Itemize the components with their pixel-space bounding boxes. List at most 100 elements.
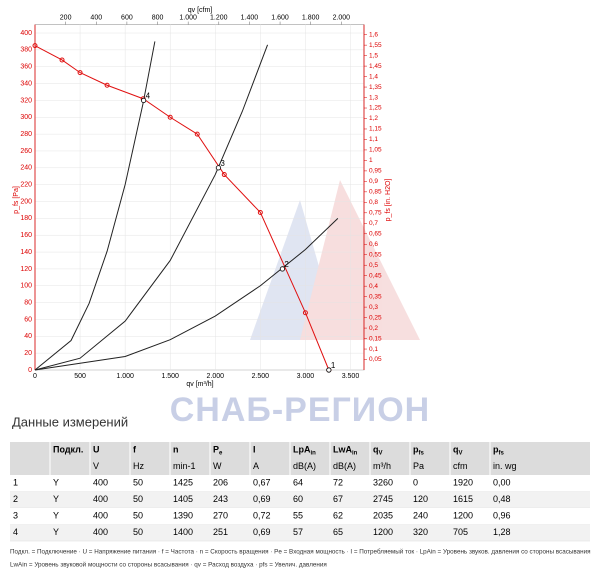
footnote: Подкл. = Подключение · U = Напряжение пи… (10, 548, 591, 556)
operating-point (141, 97, 147, 104)
logo-triangle (250, 200, 340, 340)
y2-tick-label: 0,2 (369, 325, 378, 332)
cell: 120 (413, 494, 428, 504)
unit-cell: in. wg (493, 461, 517, 471)
cell: 2745 (373, 494, 393, 504)
header-cell: I (253, 445, 256, 455)
cell: 2 (13, 494, 18, 504)
header-cell: LpAin (293, 445, 316, 456)
row-bg (10, 508, 590, 525)
cell: 251 (213, 527, 228, 537)
y-tick-label: 200 (20, 198, 32, 205)
header-sub: V (459, 450, 463, 456)
y2-tick-label: 1,3 (369, 94, 378, 101)
x2-tick-label: 1.600 (271, 14, 289, 21)
y2-tick-label: 1,55 (369, 42, 382, 49)
cell: 57 (293, 527, 303, 537)
header-bg (10, 442, 590, 475)
cell: 206 (213, 478, 228, 488)
y2-tick-label: 1,4 (369, 73, 378, 80)
x-tick-label: 0 (33, 373, 37, 380)
y-tick-label: 60 (24, 316, 32, 323)
cell: 1920 (453, 478, 473, 488)
cell: 705 (453, 527, 468, 537)
curve-marker (59, 57, 65, 63)
cell: 50 (133, 527, 143, 537)
header-cell: qV (373, 445, 383, 456)
x-tick-label: 500 (74, 373, 86, 380)
cell: 1425 (173, 478, 193, 488)
watermark: СНАБ-РЕГИОН (170, 391, 431, 429)
header-cell: Подкл. (53, 445, 83, 455)
x-tick-label: 2.000 (207, 373, 225, 380)
y-tick-label: 0 (28, 367, 32, 374)
cell: 1,28 (493, 527, 511, 537)
y-tick-label: 320 (20, 97, 32, 104)
cell: 400 (93, 527, 108, 537)
cell: 50 (133, 478, 143, 488)
header-sub: e (219, 450, 223, 456)
cell: 400 (93, 494, 108, 504)
y2-tick-label: 1,35 (369, 84, 382, 91)
cell: 65 (333, 527, 343, 537)
y-tick-label: 20 (24, 350, 32, 357)
header-sub: V (379, 450, 383, 456)
cell: 0,96 (493, 511, 511, 521)
operating-point (326, 367, 332, 373)
curve (34, 41, 156, 371)
cell: 320 (413, 527, 428, 537)
header-cell: pfs (413, 445, 424, 456)
cell: 1390 (173, 511, 193, 521)
cell: 243 (213, 494, 228, 504)
x2-tick-label: 400 (90, 14, 102, 21)
y-tick-label: 40 (24, 333, 32, 340)
y2-tick-label: 0,75 (369, 210, 382, 217)
y-tick-label: 300 (20, 114, 32, 121)
header-cell: LwAin (333, 445, 358, 456)
y2-tick-label: 1,6 (369, 31, 378, 38)
cell: 270 (213, 511, 228, 521)
cell: 67 (333, 494, 343, 504)
footnote: LwAin = Уровень звуковой мощности со сто… (10, 561, 327, 569)
curve-marker (32, 43, 38, 49)
x2-tick-label: 1.800 (302, 14, 320, 21)
y2-tick-label: 0,9 (369, 178, 378, 185)
cell: 0,48 (493, 494, 511, 504)
y-tick-label: 400 (20, 30, 32, 37)
x-tick-label: 1.000 (116, 373, 134, 380)
y2-tick-label: 0,95 (369, 168, 382, 175)
cell: 0 (413, 478, 418, 488)
logo (250, 180, 420, 340)
header-cell: f (133, 445, 137, 455)
x-axis-label: qv [m³/h] (186, 381, 213, 388)
curve-marker (77, 70, 83, 76)
cell: 3 (13, 511, 18, 521)
y2-tick-label: 0,05 (369, 356, 382, 363)
curve-marker (257, 209, 263, 215)
cell: 4 (13, 527, 18, 537)
y2-tick-label: 0,35 (369, 293, 382, 300)
header-text: q (453, 445, 459, 455)
y-tick-label: 380 (20, 47, 32, 54)
cell: 50 (133, 494, 143, 504)
cell: 1400 (173, 527, 193, 537)
y2-tick-label: 0,1 (369, 346, 378, 353)
curve (34, 44, 269, 371)
header-cell: pfs (493, 445, 504, 456)
header-text: LwA (333, 445, 352, 455)
header-cell: n (173, 445, 179, 455)
cell: 72 (333, 478, 343, 488)
cell: 0,69 (253, 527, 271, 537)
x-tick-label: 1.500 (161, 373, 179, 380)
y-tick-label: 140 (20, 249, 32, 256)
operating-point-label: 3 (220, 159, 225, 168)
curve-marker (194, 131, 200, 137)
y2-tick-label: 1,1 (369, 136, 378, 143)
header-text: p (413, 445, 419, 455)
cell: 2035 (373, 511, 393, 521)
curve (34, 45, 330, 371)
x2-tick-label: 1.400 (241, 14, 259, 21)
y2-tick-label: 0,5 (369, 262, 378, 269)
